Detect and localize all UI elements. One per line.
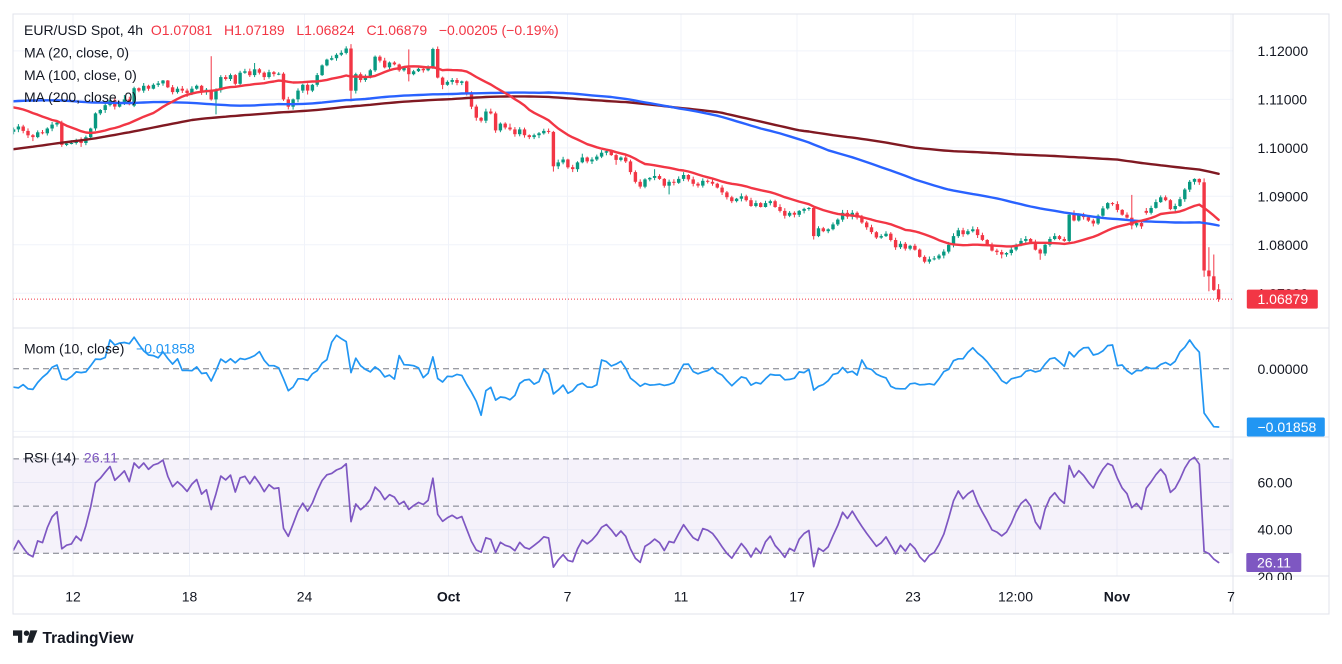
svg-text:RSI (14) 26.11: RSI (14) 26.11 [24,450,118,466]
svg-text:17: 17 [789,589,805,605]
svg-text:1.11000: 1.11000 [1258,91,1308,107]
svg-text:24: 24 [297,589,313,605]
svg-text:23: 23 [905,589,921,605]
svg-text:TradingView: TradingView [43,630,135,647]
svg-text:−0.01858: −0.01858 [1258,419,1317,435]
svg-text:12: 12 [65,589,81,605]
svg-text:1.10000: 1.10000 [1258,140,1309,156]
svg-text:MA (100, close, 0): MA (100, close, 0) [24,67,137,83]
svg-text:7: 7 [564,589,572,605]
svg-text:40.00: 40.00 [1258,522,1293,538]
svg-text:0.00000: 0.00000 [1258,361,1309,377]
svg-text:1.12000: 1.12000 [1258,43,1309,59]
svg-text:MA (200, close, 0): MA (200, close, 0) [24,89,137,105]
svg-text:Nov: Nov [1104,589,1131,605]
svg-text:60.00: 60.00 [1258,475,1293,491]
svg-text:1.06879: 1.06879 [1258,291,1309,307]
svg-text:11: 11 [674,589,689,605]
svg-text:26.11: 26.11 [1257,555,1291,571]
svg-text:EUR/USD Spot, 4h O1.07081 H: EUR/USD Spot, 4h O1.07081 H1.07189 L1.06… [24,22,559,38]
svg-text:1.09000: 1.09000 [1258,188,1309,204]
svg-text:20.00: 20.00 [1258,569,1293,585]
svg-text:12:00: 12:00 [998,589,1033,605]
svg-text:7: 7 [1227,589,1235,605]
svg-text:1.08000: 1.08000 [1258,237,1309,253]
svg-text:Mom (10, close) −0.01858: Mom (10, close) −0.01858 [24,341,195,357]
svg-text:MA (20, close, 0): MA (20, close, 0) [24,45,129,61]
svg-text:18: 18 [182,589,198,605]
svg-text:Oct: Oct [437,589,461,605]
